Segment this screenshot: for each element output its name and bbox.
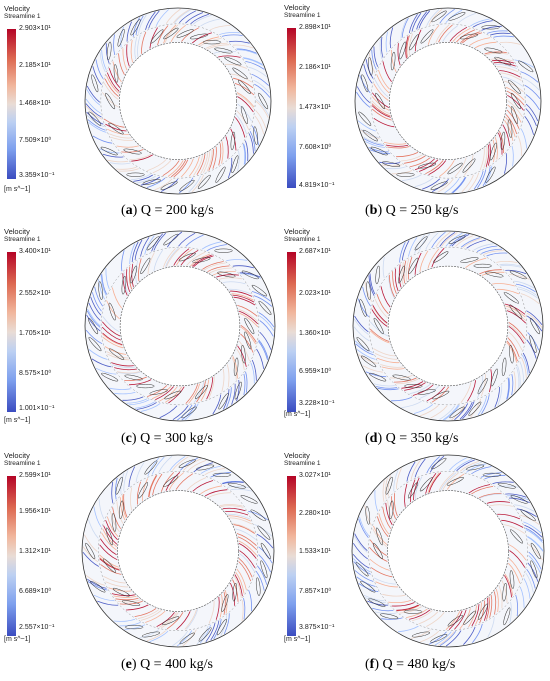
legend-tick: 3.359×10⁻¹	[19, 172, 55, 179]
streamline-plot-f	[351, 454, 545, 648]
legend-tick: 6.959×10⁰	[299, 368, 332, 375]
legend-tick: 2.186×10¹	[299, 64, 331, 71]
legend-subtitle: Streamline 1	[284, 12, 321, 19]
legend-subtitle: Streamline 1	[284, 236, 321, 243]
colorbar	[287, 476, 296, 636]
legend-tick: 1.473×10¹	[299, 104, 331, 111]
legend-tick: 8.575×10⁰	[19, 370, 52, 377]
caption-letter: f	[369, 657, 375, 672]
streamline-plot-b	[354, 7, 542, 195]
legend-e: Velocity Streamline 1 2.599×10¹ 1.956×10…	[4, 452, 84, 652]
legend-tick: 1.360×10¹	[299, 330, 331, 337]
legend-tick: 1.956×10¹	[19, 508, 51, 515]
streamline-plot-a	[84, 7, 272, 195]
colorbar	[287, 252, 296, 412]
caption-letter: b	[369, 203, 378, 218]
caption-letter: a	[125, 203, 133, 218]
caption-c: (c) Q = 300 kg/s	[121, 431, 213, 446]
legend-tick: 6.689×10⁰	[19, 588, 52, 595]
caption-text: Q = 350 kg/s	[385, 431, 459, 446]
legend-tick: 7.857×10⁰	[299, 588, 332, 595]
legend-tick: 2.898×10¹	[299, 24, 331, 31]
legend-title: Velocity	[4, 4, 30, 13]
caption-b: (b) Q = 250 kg/s	[365, 203, 459, 218]
legend-subtitle: Streamline 1	[4, 460, 41, 467]
legend-b: Velocity Streamline 1 2.898×10¹ 2.186×10…	[284, 4, 364, 194]
caption-letter: c	[125, 431, 132, 446]
legend-tick: 3.875×10⁻¹	[299, 624, 335, 631]
streamline-plot-d	[352, 230, 544, 422]
legend-unit: [m s^−1]	[4, 636, 31, 643]
legend-tick: 1.533×10¹	[299, 548, 331, 555]
legend-tick: 2.023×10¹	[299, 290, 331, 297]
legend-tick: 7.608×10⁰	[299, 144, 332, 151]
legend-title: Velocity	[284, 3, 310, 12]
legend-tick: 3.228×10⁻¹	[299, 400, 335, 407]
caption-e: (e) Q = 400 kg/s	[121, 657, 213, 672]
legend-tick: 1.705×10¹	[19, 330, 51, 337]
legend-title: Velocity	[4, 451, 30, 460]
caption-f: (f) Q = 480 kg/s	[365, 657, 456, 672]
legend-unit: [m s^−1]	[4, 186, 31, 193]
caption-text: Q = 480 kg/s	[382, 657, 456, 672]
legend-tick: 1.001×10⁻¹	[19, 405, 55, 412]
caption-text: Q = 400 kg/s	[140, 657, 213, 672]
legend-title: Velocity	[284, 451, 310, 460]
legend-unit: [m s^−1]	[284, 636, 311, 643]
streamline-plot-e	[81, 454, 275, 648]
legend-subtitle: Streamline 1	[4, 236, 41, 243]
colorbar	[7, 29, 16, 179]
legend-f: Velocity Streamline 1 3.027×10¹ 2.280×10…	[284, 452, 364, 652]
colorbar	[7, 476, 16, 636]
caption-text: Q = 200 kg/s	[140, 203, 214, 218]
caption-text: Q = 250 kg/s	[385, 203, 459, 218]
legend-a: Velocity Streamline 1 2.903×10¹ 2.185×10…	[4, 5, 84, 195]
legend-tick: 1.468×10¹	[19, 100, 51, 107]
colorbar	[287, 28, 296, 188]
legend-tick: 1.312×10¹	[19, 548, 51, 555]
caption-letter: e	[125, 657, 132, 672]
streamline-plot-c	[84, 230, 276, 422]
legend-tick: 2.185×10¹	[19, 62, 51, 69]
legend-tick: 2.903×10¹	[19, 25, 51, 32]
caption-d: (d) Q = 350 kg/s	[365, 431, 459, 446]
caption-a: (a) Q = 200 kg/s	[121, 203, 214, 218]
legend-unit: [m s^−1]	[4, 417, 31, 424]
legend-unit: [m s^−1]	[284, 411, 311, 418]
legend-tick: 7.509×10⁰	[19, 137, 52, 144]
colorbar	[7, 252, 16, 412]
legend-c: Velocity Streamline 1 3.400×10¹ 2.552×10…	[4, 228, 84, 428]
caption-text: Q = 300 kg/s	[140, 431, 213, 446]
legend-d: Velocity Streamline 1 2.687×10¹ 2.023×10…	[284, 228, 364, 428]
legend-tick: 2.280×10¹	[299, 510, 331, 517]
legend-tick: 3.027×10¹	[299, 472, 331, 479]
legend-tick: 3.400×10¹	[19, 248, 51, 255]
caption-letter: d	[369, 431, 378, 446]
legend-title: Velocity	[284, 227, 310, 236]
legend-tick: 2.552×10¹	[19, 290, 51, 297]
legend-tick: 4.819×10⁻¹	[299, 182, 335, 189]
legend-subtitle: Streamline 1	[284, 460, 321, 467]
legend-title: Velocity	[4, 227, 30, 236]
legend-tick: 2.599×10¹	[19, 472, 51, 479]
legend-subtitle: Streamline 1	[4, 13, 41, 20]
legend-tick: 2.687×10¹	[299, 248, 331, 255]
legend-tick: 2.557×10⁻¹	[19, 624, 55, 631]
